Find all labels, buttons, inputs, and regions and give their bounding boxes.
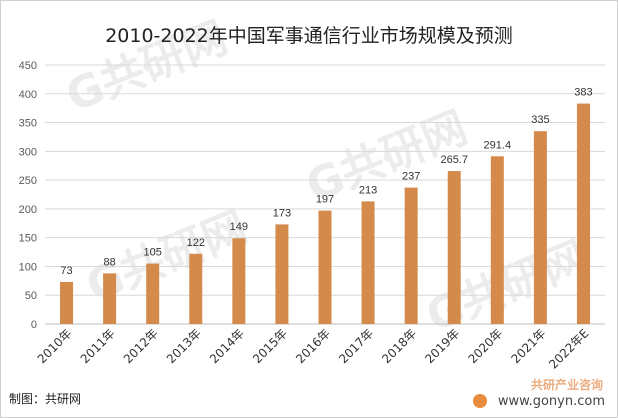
bar (533, 131, 547, 324)
bar (490, 156, 504, 324)
bar (318, 210, 332, 324)
x-tick-label: 2020年 (465, 326, 505, 366)
x-tick-label: 2013年 (164, 326, 204, 366)
data-label: 265.7 (440, 154, 468, 166)
bar (404, 187, 418, 324)
data-label: 197 (316, 194, 334, 206)
x-tick-label: 2017年 (336, 326, 376, 366)
data-label: 149 (230, 221, 248, 233)
y-tick-label: 50 (25, 290, 37, 302)
data-label: 105 (144, 247, 162, 259)
watermark-site: www.gonyn.com (497, 394, 605, 409)
y-tick-label: 200 (19, 204, 37, 216)
data-label: 335 (531, 114, 549, 126)
bar (275, 224, 289, 324)
y-tick-label: 250 (19, 175, 37, 187)
bar (103, 273, 117, 324)
chart-title: 2010-2022年中国军事通信行业市场规模及预测 (105, 25, 513, 47)
y-tick-label: 350 (19, 118, 37, 130)
x-tick-label: 2021年 (509, 326, 549, 366)
x-tick-label: 2014年 (207, 326, 247, 366)
x-tick-label: 2019年 (422, 326, 462, 366)
x-tick-label: 2018年 (379, 326, 419, 366)
bar (60, 281, 74, 324)
bar (189, 253, 203, 324)
bar (361, 201, 375, 324)
brand-logo-icon (473, 394, 487, 408)
data-label: 291.4 (484, 139, 512, 151)
x-tick-label: 2022年E (546, 326, 591, 371)
x-tick-label: 2011年 (78, 326, 118, 366)
x-tick-label: 2010年 (35, 326, 75, 366)
data-label: 237 (402, 171, 420, 183)
data-label: 88 (103, 256, 115, 268)
x-tick-label: 2016年 (293, 326, 333, 366)
y-tick-label: 100 (19, 261, 37, 273)
y-tick-label: 400 (19, 89, 37, 101)
data-label: 383 (574, 87, 592, 99)
bar (576, 103, 590, 324)
data-label: 173 (273, 207, 291, 219)
y-tick-label: 450 (19, 60, 37, 72)
y-tick-label: 150 (19, 233, 37, 245)
bar (447, 171, 461, 324)
y-tick-label: 300 (19, 146, 37, 158)
source-note: 制图：共研网 (9, 392, 82, 406)
watermark-brand: 共研产业咨询 (530, 378, 603, 392)
data-label: 122 (187, 237, 205, 249)
data-label: 73 (60, 265, 72, 277)
data-label: 213 (359, 184, 377, 196)
y-tick-label: 0 (31, 319, 37, 331)
bar (146, 263, 160, 324)
x-tick-label: 2015年 (250, 326, 290, 366)
x-tick-label: 2012年 (121, 326, 161, 366)
bar (232, 238, 246, 324)
